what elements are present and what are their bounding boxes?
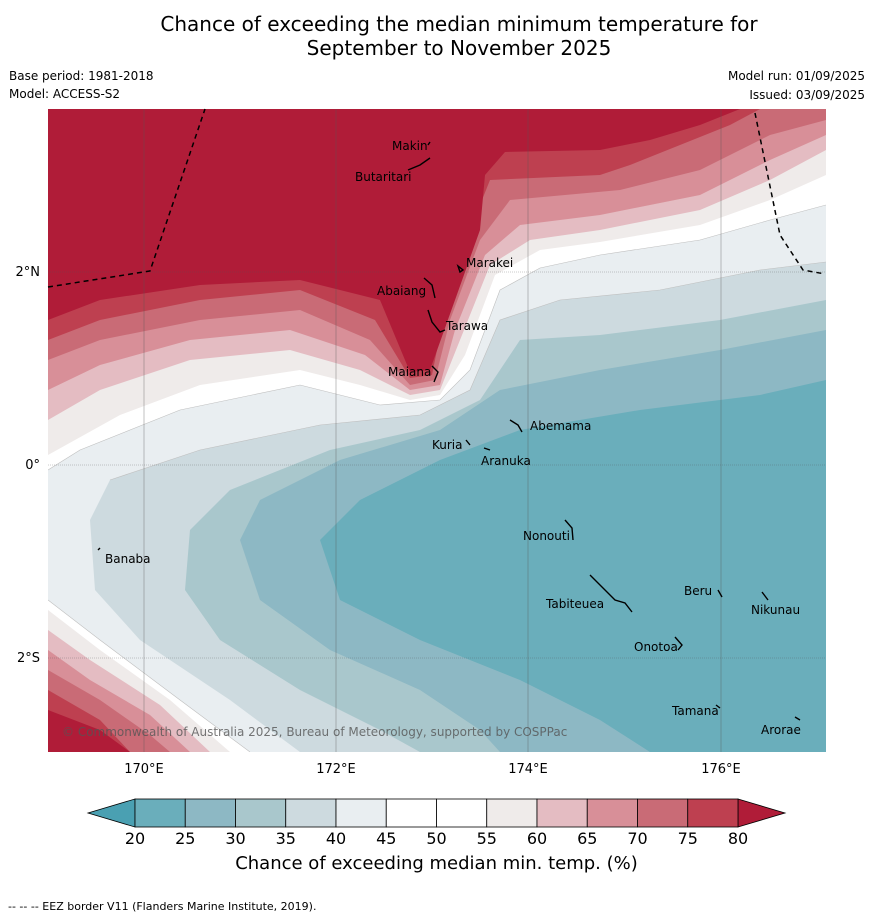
place-maiana: Maiana	[388, 365, 431, 379]
place-beru: Beru	[684, 584, 712, 598]
model-run: Model run: 01/09/2025	[727, 69, 865, 83]
colorbar-label: Chance of exceeding median min. temp. (%…	[235, 853, 638, 874]
colorbar-tick-75: 75	[678, 829, 698, 848]
place-nonouti: Nonouti	[523, 529, 570, 543]
contour-lines	[48, 204, 826, 752]
colorbar-cell-45	[385, 798, 437, 828]
beru-island	[717, 589, 723, 598]
colorbar-cell-35	[285, 798, 337, 828]
eez-footer-note: -- -- -- EEZ border V11 (Flanders Marine…	[8, 900, 317, 913]
place-tarawa: Tarawa	[445, 319, 488, 333]
maiana-island	[431, 365, 439, 383]
lon-tick-172: 172°E	[316, 762, 356, 777]
colorbar-cell-60	[536, 798, 588, 828]
nikunau-island	[761, 591, 769, 601]
lon-tick-174: 174°E	[508, 762, 548, 777]
base-period: Base period: 1981-2018	[9, 69, 154, 83]
islands	[97, 141, 801, 721]
place-abaiang: Abaiang	[377, 284, 426, 298]
marakei-island	[456, 263, 465, 274]
place-labels: Makin Butaritari Marakei Abaiang Tarawa …	[105, 139, 801, 737]
place-onotoa: Onotoa	[634, 640, 678, 654]
colorbar-high-extend	[737, 798, 787, 828]
place-aranuka: Aranuka	[481, 454, 531, 468]
place-kuria: Kuria	[432, 438, 463, 452]
lon-tick-176: 176°E	[701, 762, 741, 777]
colorbar-tick-45: 45	[376, 829, 396, 848]
colorbar-tick-20: 20	[125, 829, 145, 848]
colorbar-cell-75	[687, 798, 739, 828]
eez-border	[47, 108, 826, 288]
lat-tick-0: 0°	[25, 458, 40, 473]
copyright-notice: © Commonwealth of Australia 2025, Bureau…	[62, 725, 567, 739]
makin-island	[427, 141, 431, 146]
place-butaritari: Butaritari	[355, 170, 412, 184]
meridians	[143, 109, 722, 752]
colorbar-tick-50: 50	[426, 829, 446, 848]
colorbar-tick-60: 60	[527, 829, 547, 848]
longitude-ticks: 170°E 172°E 174°E 176°E	[124, 762, 741, 777]
colorbar-tick-40: 40	[326, 829, 346, 848]
colorbar: 20 25 30 35 40 45 50 55 60 65 70 75 80	[86, 798, 787, 848]
place-banaba: Banaba	[105, 552, 151, 566]
graticule	[48, 271, 826, 659]
colorbar-tick-55: 55	[477, 829, 497, 848]
place-arorae: Arorae	[761, 723, 801, 737]
colorbar-cell-20	[134, 798, 186, 828]
map-title: Chance of exceeding the median minimum t…	[0, 12, 873, 60]
colorbar-cell-25	[184, 798, 236, 828]
tamana-island	[715, 704, 721, 709]
colorbar-cell-55	[486, 798, 538, 828]
colorbar-tick-80: 80	[728, 829, 748, 848]
title-line-2: September to November 2025	[306, 36, 612, 60]
onotoa-island	[674, 636, 683, 651]
kuria-island	[465, 439, 471, 446]
nonouti-island	[564, 519, 574, 541]
lat-tick-2s: 2°S	[17, 651, 40, 666]
contour-fills	[48, 109, 826, 752]
colorbar-low-extend	[86, 798, 136, 828]
title-line-1: Chance of exceeding the median minimum t…	[160, 12, 758, 36]
colorbar-tick-25: 25	[175, 829, 195, 848]
place-makin: Makin	[392, 139, 428, 153]
colorbar-tick-30: 30	[225, 829, 245, 848]
colorbar-tick-65: 65	[577, 829, 597, 848]
place-abemama: Abemama	[530, 419, 591, 433]
lon-tick-170: 170°E	[124, 762, 164, 777]
arorae-island	[794, 716, 801, 721]
colorbar-cell-50	[436, 798, 488, 828]
latitude-ticks: 2°N 0° 2°S	[16, 265, 41, 666]
place-marakei: Marakei	[466, 256, 513, 270]
aranuka-island	[483, 447, 491, 451]
colorbar-tick-35: 35	[276, 829, 296, 848]
colorbar-cell-40	[335, 798, 387, 828]
abemama-island	[509, 419, 523, 433]
butaritari-island	[407, 157, 431, 171]
model-name: Model: ACCESS-S2	[9, 87, 121, 101]
place-tamana: Tamana	[671, 704, 719, 718]
colorbar-cell-30	[235, 798, 287, 828]
abaiang-island	[423, 277, 436, 299]
tabiteuea-island	[589, 574, 633, 613]
lat-tick-2n: 2°N	[16, 265, 41, 280]
band-above-80	[48, 109, 740, 752]
colorbar-tick-70: 70	[627, 829, 647, 848]
banaba-island	[97, 547, 101, 551]
colorbar-cell-65	[586, 798, 638, 828]
tarawa-island	[427, 309, 446, 333]
colorbar-cell-70	[637, 798, 689, 828]
place-tabiteuea: Tabiteuea	[545, 597, 604, 611]
issued-date: Issued: 03/09/2025	[749, 88, 865, 102]
place-nikunau: Nikunau	[751, 603, 800, 617]
